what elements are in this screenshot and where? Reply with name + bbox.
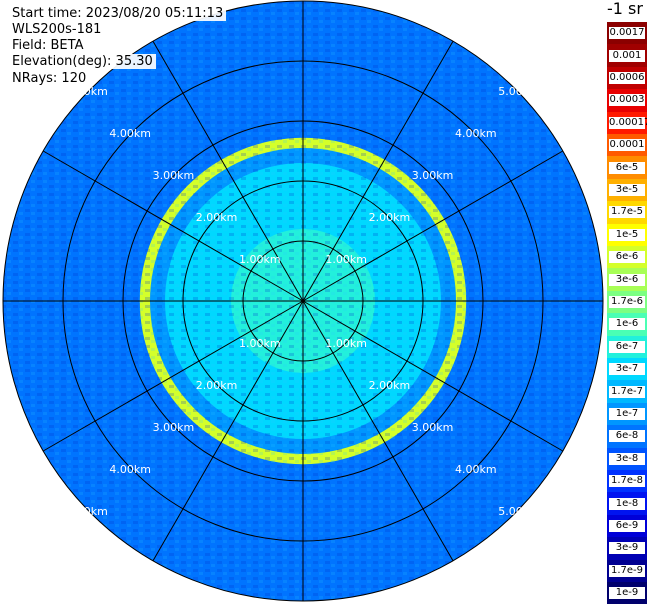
colorbar-bin: 1.7e-6 xyxy=(607,290,647,314)
ring-label-5km-3: 5.00km xyxy=(498,505,540,518)
colorbar-tick-label: 0.0001 xyxy=(609,139,645,152)
colorbar-bin: 6e-8 xyxy=(607,425,647,448)
colorbar-bin: 1e-6 xyxy=(607,313,647,336)
colorbar-tick-label: 0.0006 xyxy=(609,71,645,84)
colorbar-bin: 0.0006 xyxy=(607,66,647,90)
spoke-240deg xyxy=(42,300,304,452)
colorbar-tick-label: 1e-7 xyxy=(609,407,645,420)
colorbar-bin: 0.0001 xyxy=(607,134,647,157)
colorbar-tick-label: 6e-9 xyxy=(609,519,645,532)
ring-label-4km-1: 4.00km xyxy=(455,127,497,140)
colorbar-bin: 1e-9 xyxy=(607,582,647,605)
ring-label-3km-0: 3.00km xyxy=(153,169,195,182)
colorbar-bin: 0.0017 xyxy=(607,22,647,45)
colorbar-bin: 3e-8 xyxy=(607,447,647,470)
colorbar-tick-label: 0.0017 xyxy=(609,27,645,40)
ring-label-4km-2: 4.00km xyxy=(109,463,151,476)
ring-label-2km-2: 2.00km xyxy=(196,379,238,392)
colorbar-tick-label: 1e-6 xyxy=(609,318,645,331)
ring-label-3km-1: 3.00km xyxy=(412,169,454,182)
colorbar-bin: 0.001 xyxy=(607,44,647,67)
spoke-330deg xyxy=(152,40,304,302)
colorbar-tick-label: 1.7e-9 xyxy=(609,564,645,577)
colorbar-tick-label: 1.7e-5 xyxy=(609,206,645,219)
colorbar-bin: 1.7e-5 xyxy=(607,201,647,224)
colorbar-bin: 1e-7 xyxy=(607,402,647,426)
ring-label-4km-3: 4.00km xyxy=(455,463,497,476)
ring-label-1km-1: 1.00km xyxy=(325,253,367,266)
colorbar-tick-label: 6e-7 xyxy=(609,340,645,353)
colorbar-tick-label: 6e-6 xyxy=(609,251,645,264)
colorbar-tick-label: 1e-8 xyxy=(609,497,645,510)
colorbar-tick-label: 3e-9 xyxy=(609,542,645,555)
instrument-label: WLS200s-181 xyxy=(10,22,105,37)
ring-label-3km-2: 3.00km xyxy=(153,421,195,434)
colorbar-bin: 3e-9 xyxy=(607,537,647,560)
start-time-label: Start time: 2023/08/20 05:11:13 xyxy=(10,6,227,21)
colorbar-bin: 1.7e-9 xyxy=(607,559,647,582)
spoke-150deg xyxy=(302,300,454,562)
spoke-120deg xyxy=(302,300,564,452)
ring-label-5km-2: 5.00km xyxy=(66,505,108,518)
colorbar-bin: 6e-9 xyxy=(607,514,647,538)
ring-label-1km-0: 1.00km xyxy=(239,253,281,266)
colorbar-tick-label: 1.7e-7 xyxy=(609,385,645,398)
colorbar-bin: 3e-7 xyxy=(607,358,647,381)
ring-label-1km-2: 1.00km xyxy=(239,337,281,350)
colorbar-bin: 1.7e-7 xyxy=(607,380,647,403)
colorbar-tick-label: 1e-9 xyxy=(609,587,645,600)
spoke-210deg xyxy=(152,300,304,562)
ring-label-2km-0: 2.00km xyxy=(196,211,238,224)
ring-label-1km-3: 1.00km xyxy=(325,337,367,350)
spoke-60deg xyxy=(302,150,564,302)
colorbar-tick-label: 6e-5 xyxy=(609,161,645,174)
ring-label-2km-1: 2.00km xyxy=(369,211,411,224)
colorbar-tick-label: 1.7e-6 xyxy=(609,295,645,308)
ring-label-5km-0: 5.00km xyxy=(66,85,108,98)
colorbar-bin: 1.7e-8 xyxy=(607,470,647,493)
colorbar-bin: 6e-5 xyxy=(607,156,647,179)
colorbar-tick-label: 3e-8 xyxy=(609,452,645,465)
ring-label-2km-3: 2.00km xyxy=(369,379,411,392)
spoke-30deg xyxy=(302,40,454,302)
colorbar-tick-label: 0.00017 xyxy=(609,116,647,129)
colorbar-unit-label: -1 sr xyxy=(607,0,643,18)
spoke-300deg xyxy=(42,150,304,302)
colorbar-bin: 0.0003 xyxy=(607,89,647,112)
colorbar-bin: 3e-6 xyxy=(607,268,647,291)
ring-label-4km-0: 4.00km xyxy=(109,127,151,140)
colorbar-tick-label: 3e-7 xyxy=(609,363,645,376)
colorbar-tick-label: 0.0003 xyxy=(609,94,645,107)
field-label: Field: BETA xyxy=(10,38,87,53)
colorbar-tick-label: 6e-8 xyxy=(609,430,645,443)
colorbar-bin: 1e-5 xyxy=(607,223,647,246)
colorbar-bin: 0.00017 xyxy=(607,111,647,134)
colorbar-bin: 3e-5 xyxy=(607,178,647,202)
colorbar-tick-label: 3e-6 xyxy=(609,273,645,286)
colorbar-tick-label: 1e-5 xyxy=(609,228,645,241)
colorbar-tick-label: 0.001 xyxy=(609,49,645,62)
colorbar-bin: 6e-6 xyxy=(607,246,647,269)
colorbar-tick-label: 1.7e-8 xyxy=(609,475,645,488)
elevation-label: Elevation(deg): 35.30 xyxy=(10,54,156,69)
ring-label-3km-3: 3.00km xyxy=(412,421,454,434)
colorbar-bin: 6e-7 xyxy=(607,335,647,358)
nrays-label: NRays: 120 xyxy=(10,71,90,86)
colorbar-bin: 1e-8 xyxy=(607,492,647,515)
ring-label-5km-1: 5.00km xyxy=(498,85,540,98)
azimuth-spokes xyxy=(3,1,603,601)
range-ring-labels: 1.00km 1.00km 1.00km 1.00km 2.00km 2.00km 2.00… xyxy=(66,85,540,518)
colorbar-tick-label: 3e-5 xyxy=(609,183,645,196)
